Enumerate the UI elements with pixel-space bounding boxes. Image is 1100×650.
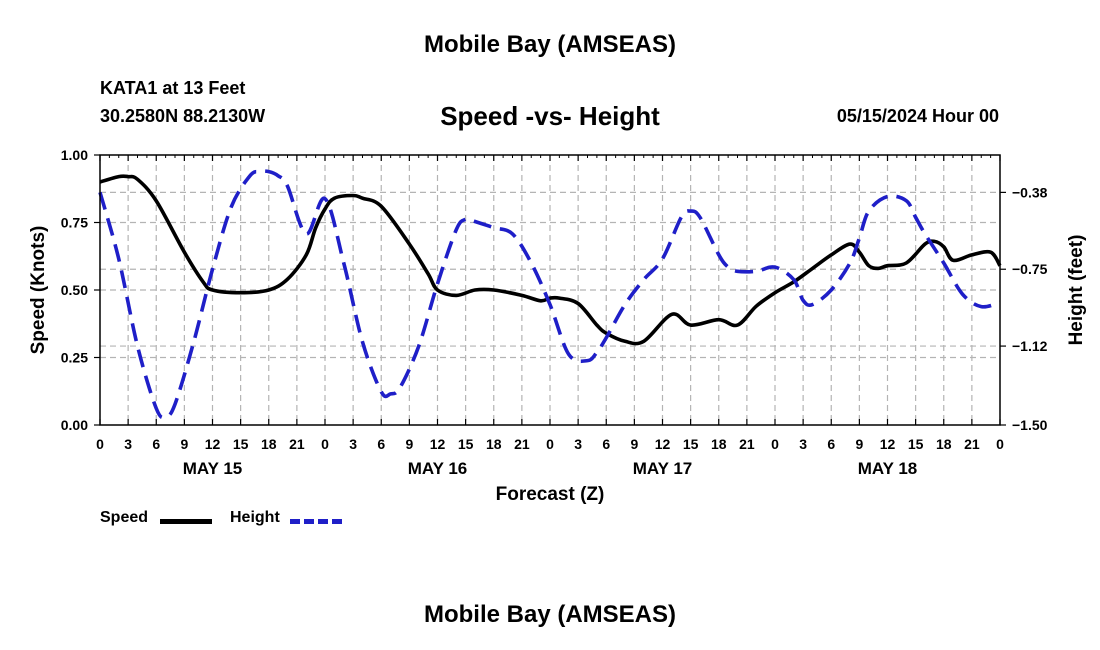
x-tick-label: 18 xyxy=(711,436,727,452)
y-right-tick-label: −1.50 xyxy=(1012,417,1048,433)
y-right-axis-title: Height (feet) xyxy=(1066,235,1087,346)
date-label: MAY 15 xyxy=(183,459,243,478)
x-tick-label: 21 xyxy=(289,436,305,452)
legend-label-height: Height xyxy=(230,509,280,526)
x-tick-label: 21 xyxy=(739,436,755,452)
x-tick-label: 6 xyxy=(602,436,610,452)
y-tick-label: 0.50 xyxy=(61,282,88,298)
x-tick-label: 18 xyxy=(936,436,952,452)
date-label: MAY 18 xyxy=(858,459,918,478)
x-tick-label: 12 xyxy=(205,436,221,452)
series-line-speed xyxy=(99,174,1002,346)
x-tick-label: 18 xyxy=(486,436,502,452)
date-label: MAY 17 xyxy=(633,459,693,478)
x-tick-label: 3 xyxy=(799,436,807,452)
x-tick-label: 12 xyxy=(880,436,896,452)
y-tick-label: 0.25 xyxy=(61,350,88,366)
footer-title: Mobile Bay (AMSEAS) xyxy=(423,601,677,628)
x-tick-label: 15 xyxy=(683,436,699,452)
x-tick-label: 12 xyxy=(430,436,446,452)
x-tick-label: 9 xyxy=(405,436,413,452)
x-tick-label: 18 xyxy=(261,436,277,452)
x-axis-title: Forecast (Z) xyxy=(496,484,605,505)
x-tick-label: 15 xyxy=(908,436,924,452)
x-tick-label: 9 xyxy=(630,436,638,452)
speed-height-chart: 0 3 6 9 12 15 18 21 0 3 6 9 12 15 18 21 0 3 6 9 12 15 18 21 0 3 6 9… xyxy=(28,147,1087,505)
y-right-tick-label: −0.38 xyxy=(1012,184,1048,200)
station-coordinates: 30.2580N 88.2130W xyxy=(100,106,266,126)
x-tick-label: 0 xyxy=(771,436,779,452)
x-tick-label: 3 xyxy=(574,436,582,452)
x-tick-label: 6 xyxy=(827,436,835,452)
forecast-run-time: 05/15/2024 Hour 00 xyxy=(836,106,999,126)
y-axis-title: Speed (Knots) xyxy=(28,226,49,355)
station-label: KATA1 at 13 Feet xyxy=(100,78,246,98)
chart-title: Speed -vs- Height xyxy=(440,101,660,131)
x-tick-label: 9 xyxy=(855,436,863,452)
x-tick-label: 9 xyxy=(180,436,188,452)
series-line-height xyxy=(98,169,1001,420)
y-tick-label: 1.00 xyxy=(61,147,88,163)
series-lines xyxy=(98,169,1002,420)
x-tick-label: 6 xyxy=(152,436,160,452)
x-tick-label: 15 xyxy=(458,436,474,452)
x-tick-label: 0 xyxy=(546,436,554,452)
x-tick-label: 0 xyxy=(321,436,329,452)
y-tick-label: 0.00 xyxy=(61,417,88,433)
y-tick-label: 0.75 xyxy=(61,215,88,231)
chart-axes xyxy=(94,154,1006,426)
axis-labels: 0 3 6 9 12 15 18 21 0 3 6 9 12 15 18 21 0 3 6 9 12 15 18 21 0 3 6 9… xyxy=(28,147,1087,505)
x-tick-label: 0 xyxy=(96,436,104,452)
x-tick-label: 6 xyxy=(377,436,385,452)
legend-swatch-height xyxy=(290,519,342,524)
legend-label-speed: Speed xyxy=(100,509,149,526)
page-title: Mobile Bay (AMSEAS) xyxy=(423,31,677,58)
x-tick-label: 3 xyxy=(124,436,132,452)
y-right-tick-label: −0.75 xyxy=(1012,261,1048,277)
x-tick-label: 0 xyxy=(996,436,1004,452)
legend-swatch-speed xyxy=(160,519,212,524)
date-label: MAY 16 xyxy=(408,459,468,478)
x-tick-label: 12 xyxy=(655,436,671,452)
x-tick-label: 21 xyxy=(514,436,530,452)
x-tick-label: 15 xyxy=(233,436,249,452)
x-tick-label: 3 xyxy=(349,436,357,452)
y-right-tick-label: −1.12 xyxy=(1012,338,1048,354)
x-tick-label: 21 xyxy=(964,436,980,452)
